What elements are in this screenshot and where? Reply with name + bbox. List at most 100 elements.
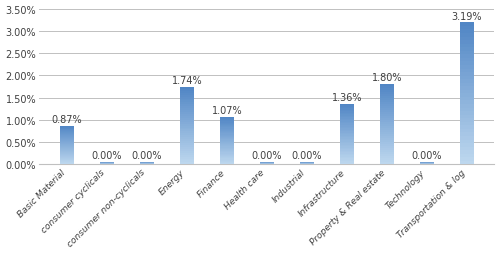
Bar xyxy=(220,152,234,153)
Bar xyxy=(60,163,74,164)
Bar xyxy=(340,115,354,117)
Bar xyxy=(340,127,354,129)
Bar xyxy=(460,52,473,55)
Bar xyxy=(380,143,394,145)
Bar xyxy=(460,112,473,115)
Text: 0.87%: 0.87% xyxy=(52,114,82,124)
Bar xyxy=(60,139,74,140)
Bar xyxy=(180,155,194,157)
Bar xyxy=(460,83,473,87)
Bar xyxy=(460,30,473,34)
Bar xyxy=(180,144,194,145)
Bar xyxy=(460,154,473,158)
Bar xyxy=(460,62,473,66)
Bar xyxy=(340,114,354,115)
Bar xyxy=(60,151,74,152)
Bar xyxy=(340,156,354,157)
Bar xyxy=(460,119,473,122)
Bar xyxy=(340,125,354,127)
Text: 0.00%: 0.00% xyxy=(132,150,162,160)
Bar xyxy=(460,94,473,98)
Bar xyxy=(460,59,473,62)
Bar xyxy=(380,127,394,129)
Bar xyxy=(180,115,194,117)
Bar xyxy=(460,27,473,30)
Bar xyxy=(460,90,473,94)
Bar xyxy=(180,136,194,138)
Bar xyxy=(180,147,194,149)
Bar xyxy=(220,140,234,141)
Bar xyxy=(380,109,394,111)
Bar xyxy=(460,80,473,83)
Bar xyxy=(340,162,354,163)
Bar xyxy=(60,157,74,158)
Bar xyxy=(180,145,194,147)
Bar xyxy=(340,140,354,142)
Bar xyxy=(180,107,194,109)
Bar xyxy=(180,101,194,103)
Bar xyxy=(60,161,74,162)
Bar xyxy=(340,138,354,139)
Bar xyxy=(380,135,394,137)
Bar xyxy=(220,137,234,139)
Bar xyxy=(220,117,234,118)
Bar xyxy=(380,159,394,161)
Bar xyxy=(220,122,234,123)
Bar xyxy=(180,141,194,144)
Bar xyxy=(220,120,234,121)
Bar xyxy=(380,123,394,125)
Bar xyxy=(340,107,354,109)
Bar xyxy=(460,147,473,151)
Bar xyxy=(180,88,194,89)
Bar xyxy=(60,132,74,133)
Bar xyxy=(340,109,354,110)
Text: 0.00%: 0.00% xyxy=(252,150,282,160)
Bar xyxy=(180,124,194,126)
Bar xyxy=(180,157,194,159)
Bar xyxy=(220,127,234,128)
Bar xyxy=(220,159,234,160)
Bar xyxy=(60,159,74,160)
Text: 1.07%: 1.07% xyxy=(212,105,242,116)
Bar xyxy=(60,162,74,163)
Bar xyxy=(180,153,194,155)
Text: 3.19%: 3.19% xyxy=(452,11,482,22)
Bar xyxy=(60,126,74,127)
Bar xyxy=(220,147,234,148)
Bar xyxy=(380,153,394,155)
Bar xyxy=(180,120,194,122)
Bar xyxy=(220,157,234,159)
Bar xyxy=(380,129,394,131)
Bar xyxy=(380,121,394,123)
Bar xyxy=(460,129,473,133)
Bar xyxy=(340,150,354,151)
Bar xyxy=(380,119,394,121)
Bar xyxy=(340,142,354,144)
Bar xyxy=(60,152,74,153)
Bar xyxy=(340,145,354,147)
Bar xyxy=(60,136,74,137)
Bar xyxy=(380,91,394,93)
Bar xyxy=(340,159,354,160)
Bar xyxy=(380,149,394,151)
Bar xyxy=(340,144,354,145)
Bar xyxy=(220,129,234,130)
Bar xyxy=(340,139,354,140)
Bar xyxy=(180,118,194,120)
Bar xyxy=(220,123,234,124)
Text: 1.36%: 1.36% xyxy=(332,93,362,103)
Bar xyxy=(380,99,394,101)
Bar xyxy=(180,159,194,161)
Bar xyxy=(180,161,194,163)
Bar xyxy=(460,69,473,73)
Bar xyxy=(460,23,473,27)
Bar xyxy=(380,151,394,153)
Bar xyxy=(220,125,234,127)
Bar xyxy=(60,154,74,155)
Text: 1.80%: 1.80% xyxy=(372,73,402,83)
Bar xyxy=(180,99,194,101)
Bar xyxy=(380,115,394,117)
Bar xyxy=(340,160,354,162)
Bar xyxy=(380,111,394,113)
Bar xyxy=(180,132,194,134)
